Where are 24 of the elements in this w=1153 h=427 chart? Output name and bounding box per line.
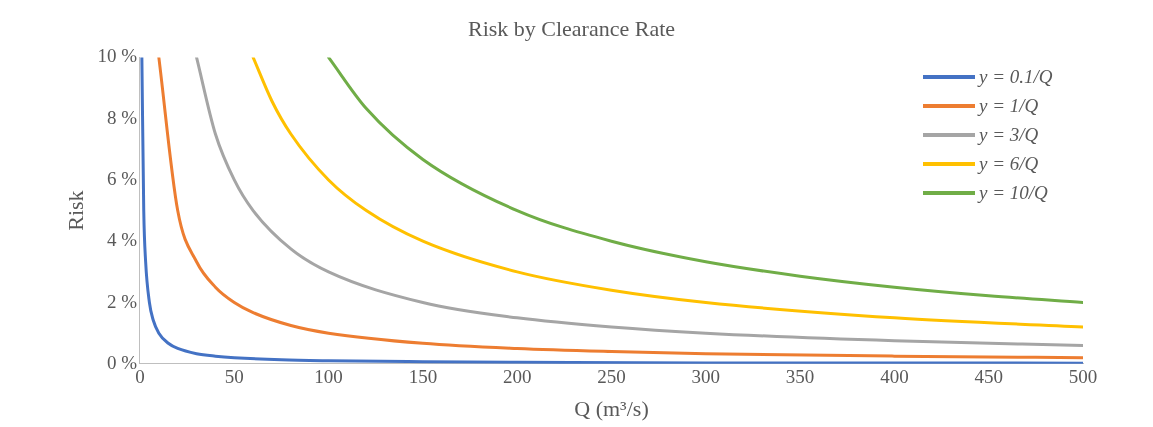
x-tick-label: 150 xyxy=(408,366,438,388)
line-series xyxy=(327,57,1083,305)
x-tick-label: 250 xyxy=(597,366,626,388)
x-tick-label: 500 xyxy=(1068,366,1098,388)
y-tick-label: 4 % xyxy=(106,229,138,251)
y-axis-title: Risk xyxy=(62,190,88,231)
x-tick-label: 50 xyxy=(224,366,244,388)
x-tick-label: 200 xyxy=(502,366,532,388)
chart-title: Risk by Clearance Rate xyxy=(467,15,676,41)
legend-label: y = 0.1/Q xyxy=(979,65,1053,88)
y-tick-label: 6 % xyxy=(106,167,138,189)
x-axis-title: Q (m³/s) xyxy=(574,395,649,421)
x-tick-label: 350 xyxy=(785,366,815,388)
legend-label: y = 6/Q xyxy=(979,152,1039,175)
legend-label: y = 10/Q xyxy=(979,181,1048,204)
x-tick-label: 300 xyxy=(691,366,721,388)
legend-label: y = 3/Q xyxy=(979,123,1039,146)
x-tick-label: 400 xyxy=(880,366,909,388)
x-tick-label: 100 xyxy=(314,366,343,388)
y-tick-label: 2 % xyxy=(106,290,138,312)
y-tick-label: 10 % xyxy=(97,45,138,67)
x-tick-label: 450 xyxy=(974,366,1003,388)
y-tick-label: 8 % xyxy=(106,106,138,128)
legend-label: y = 1/Q xyxy=(979,94,1039,117)
